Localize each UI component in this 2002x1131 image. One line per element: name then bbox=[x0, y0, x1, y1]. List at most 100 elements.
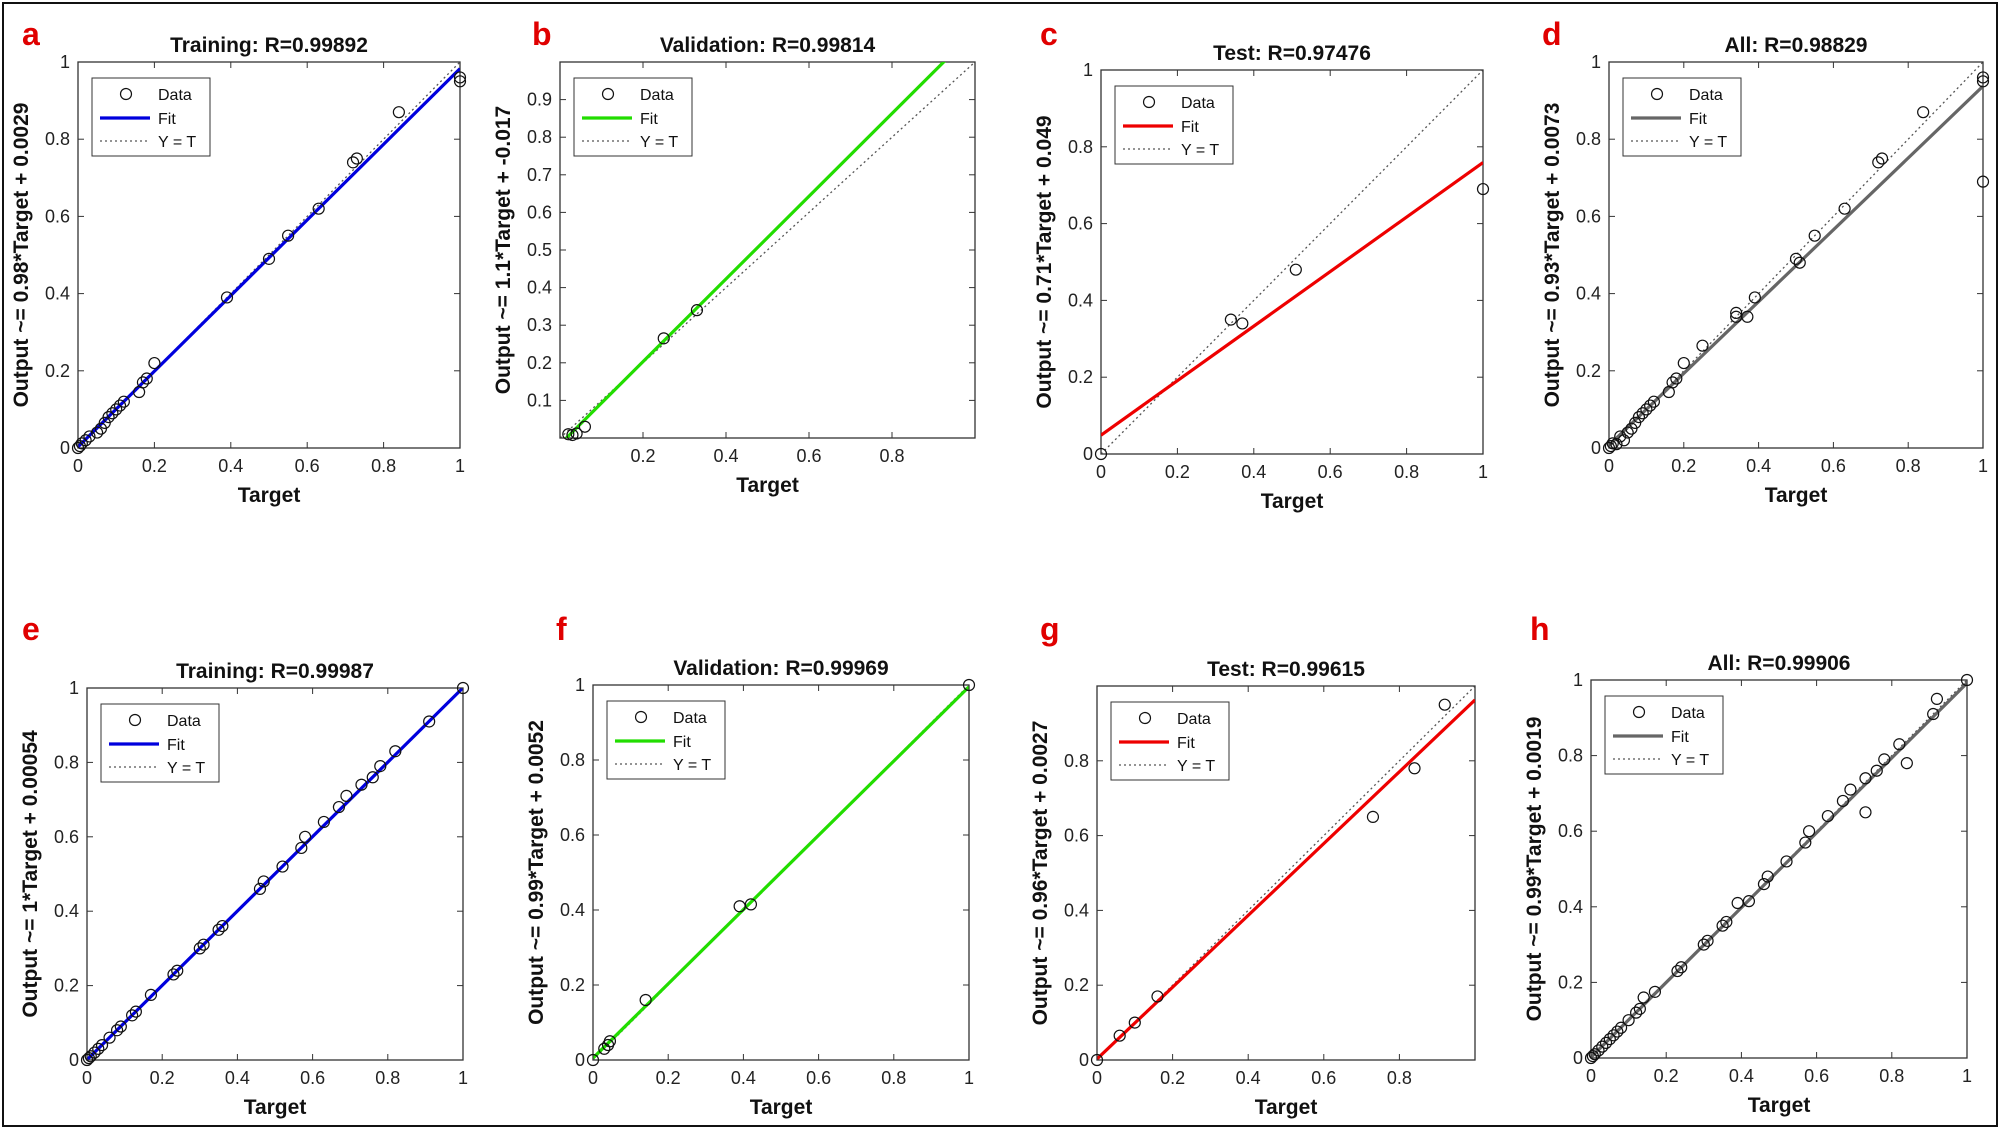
data-point bbox=[456, 681, 470, 695]
data-point bbox=[1960, 673, 1974, 687]
x-tick-label: 0 bbox=[82, 1068, 92, 1088]
legend-box bbox=[1114, 85, 1234, 165]
y-tick-label: 0.5 bbox=[527, 240, 552, 260]
data-point bbox=[216, 919, 229, 933]
data-point bbox=[212, 923, 225, 936]
x-tick-label: 1 bbox=[1962, 1066, 1972, 1086]
legend-identity-label: Y = T bbox=[1689, 134, 1727, 151]
y-tick-label: 0 bbox=[1079, 1050, 1089, 1070]
data-point bbox=[90, 426, 104, 439]
x-tick-label: 0.6 bbox=[796, 446, 821, 466]
data-point bbox=[1610, 438, 1623, 451]
chart-title: Validation: R=0.99814 bbox=[660, 34, 876, 57]
data-point bbox=[126, 1009, 139, 1022]
y-tick-label: 0 bbox=[1591, 438, 1601, 458]
panel-letter: e bbox=[22, 611, 40, 647]
data-point bbox=[102, 411, 115, 424]
panel-letter: g bbox=[1040, 611, 1060, 647]
legend: Data Fit Y = T bbox=[91, 77, 211, 157]
x-axis-label: Target bbox=[1255, 1096, 1318, 1119]
data-point bbox=[83, 430, 96, 443]
y-tick-label: 0.6 bbox=[54, 827, 79, 847]
data-point bbox=[1596, 1040, 1609, 1053]
data-point bbox=[1648, 985, 1662, 998]
x-tick-label: 0.6 bbox=[806, 1068, 831, 1088]
x-tick-label: 0.4 bbox=[218, 456, 243, 476]
data-point bbox=[1647, 395, 1660, 408]
x-tick-label: 1 bbox=[455, 456, 465, 476]
panel-letter: a bbox=[22, 16, 40, 52]
data-point bbox=[1677, 356, 1690, 370]
y-tick-label: 1 bbox=[60, 52, 70, 72]
panel-letter: b bbox=[532, 16, 552, 52]
legend-fit-label: Fit bbox=[158, 111, 176, 128]
x-tick-label: 0.6 bbox=[1804, 1066, 1829, 1086]
data-point bbox=[1821, 809, 1834, 823]
legend: Data Fit Y = T bbox=[1622, 77, 1742, 157]
y-tick-label: 0.4 bbox=[560, 900, 585, 920]
legend-fit-label: Fit bbox=[1671, 729, 1689, 746]
legend-data-label: Data bbox=[640, 87, 674, 104]
y-tick-label: 0.8 bbox=[527, 127, 552, 147]
data-point bbox=[253, 882, 267, 895]
fit-line bbox=[593, 685, 969, 1060]
data-point bbox=[1675, 961, 1688, 974]
data-point bbox=[1224, 313, 1237, 326]
data-point bbox=[1859, 772, 1872, 785]
x-tick-label: 1 bbox=[964, 1068, 974, 1088]
x-tick-label: 0.6 bbox=[1821, 456, 1846, 476]
data-point bbox=[312, 202, 325, 215]
x-axis-label: Target bbox=[244, 1096, 307, 1119]
y-tick-label: 0.8 bbox=[1576, 129, 1601, 149]
data-point bbox=[136, 376, 150, 389]
y-tick-label: 0.2 bbox=[45, 361, 70, 381]
legend-fit-label: Fit bbox=[640, 111, 658, 128]
legend-identity-label: Y = T bbox=[640, 134, 678, 151]
data-point bbox=[114, 1020, 127, 1033]
data-point bbox=[1666, 376, 1679, 389]
x-tick-label: 0.8 bbox=[371, 456, 396, 476]
x-tick-label: 1 bbox=[458, 1068, 468, 1088]
data-point bbox=[282, 229, 295, 242]
data-point bbox=[1716, 919, 1729, 932]
x-tick-label: 0.8 bbox=[375, 1068, 400, 1088]
data-point bbox=[332, 800, 346, 814]
legend-data-marker bbox=[1142, 95, 1156, 109]
data-point bbox=[1289, 263, 1302, 276]
chart-panel-d: d 0 0.2 0.4 0.6 0.8 1 0 0.2 0.4 0.6 0.8 1 All: R=0.98… bbox=[1541, 16, 1990, 507]
data-point bbox=[295, 841, 308, 855]
y-tick-label: 0.2 bbox=[527, 353, 552, 373]
data-point bbox=[1799, 836, 1812, 849]
legend-identity-label: Y = T bbox=[158, 134, 196, 151]
chart-panel-e: e 0 0.2 0.4 0.6 0.8 1 0 0.2 0.4 0.6 0.8 1 Training: R… bbox=[19, 611, 470, 1119]
x-tick-label: 0 bbox=[588, 1068, 598, 1088]
x-axis-label: Target bbox=[1765, 484, 1828, 507]
legend-identity-label: Y = T bbox=[1181, 142, 1219, 159]
legend-identity-label: Y = T bbox=[673, 757, 711, 774]
data-point bbox=[1438, 698, 1451, 711]
legend-data-label: Data bbox=[1689, 87, 1723, 104]
x-tick-label: 0.4 bbox=[1746, 456, 1771, 476]
data-point bbox=[366, 771, 379, 784]
data-point bbox=[639, 993, 652, 1007]
y-tick-label: 0.2 bbox=[1576, 361, 1601, 381]
x-tick-label: 0.4 bbox=[1236, 1068, 1261, 1088]
x-tick-label: 0.2 bbox=[1654, 1066, 1679, 1086]
data-point bbox=[1900, 757, 1913, 770]
data-point bbox=[1757, 878, 1771, 891]
x-tick-label: 0.8 bbox=[879, 446, 904, 466]
y-tick-label: 0.8 bbox=[1558, 746, 1583, 766]
data-point bbox=[1633, 1002, 1646, 1015]
chart-title: Validation: R=0.99969 bbox=[673, 657, 888, 680]
data-point bbox=[257, 875, 270, 888]
data-point bbox=[92, 1042, 105, 1055]
x-tick-label: 0.2 bbox=[142, 456, 167, 476]
data-point bbox=[1236, 317, 1249, 330]
y-axis-label: Output ~= 0.98*Target + 0.0029 bbox=[10, 103, 33, 408]
data-point bbox=[1701, 934, 1714, 947]
legend: Data Fit Y = T bbox=[606, 700, 726, 780]
data-point bbox=[1696, 339, 1709, 352]
data-point bbox=[129, 1005, 142, 1018]
data-point bbox=[1761, 870, 1774, 883]
